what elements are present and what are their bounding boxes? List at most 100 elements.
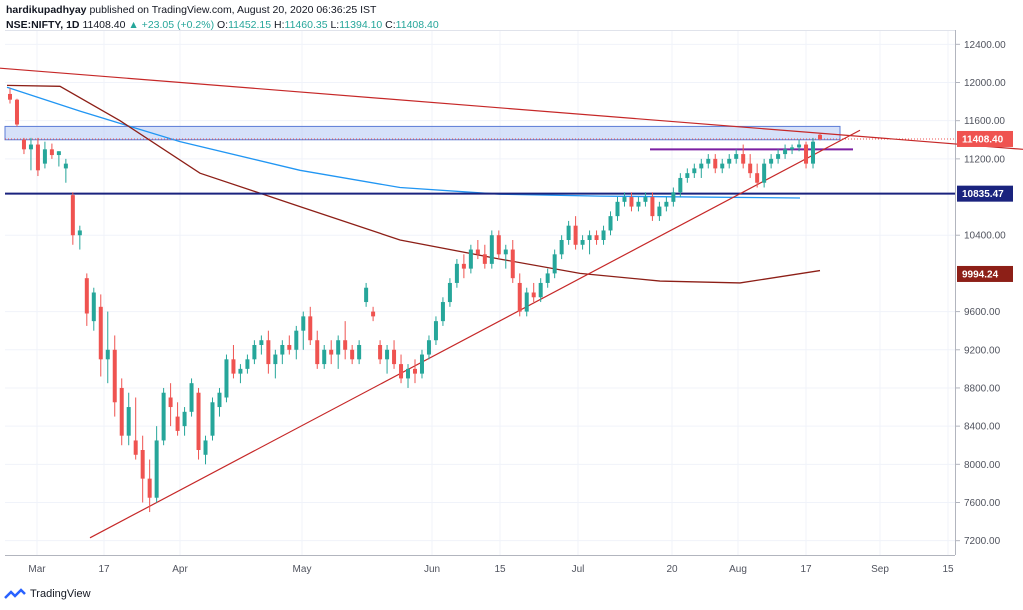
candle <box>517 273 522 317</box>
trend-line[interactable] <box>89 129 861 539</box>
candle-body <box>629 197 634 207</box>
y-tick-label: 8800.00 <box>964 383 1001 394</box>
y-tick-label: 9600.00 <box>964 307 1001 318</box>
candle-body <box>671 192 676 202</box>
horizontal-levels[interactable] <box>5 138 955 195</box>
candle <box>357 340 362 365</box>
candle <box>217 387 222 417</box>
zone-rect[interactable] <box>4 125 841 141</box>
candle <box>748 154 753 178</box>
candle <box>238 364 243 384</box>
candle-body <box>231 359 236 374</box>
candle <box>322 345 327 369</box>
candle-body <box>580 240 585 245</box>
x-tick-label: 15 <box>942 564 954 575</box>
candle-body <box>406 368 411 379</box>
author-name[interactable]: hardikupadhyay <box>6 4 87 16</box>
candle-body <box>189 383 194 412</box>
close-value: 11408.40 <box>395 19 439 31</box>
resistance-zone[interactable] <box>4 125 841 141</box>
chart-top-border <box>5 30 955 31</box>
candle <box>266 330 271 374</box>
candle <box>755 163 760 188</box>
candle <box>196 387 201 460</box>
candle-body <box>440 302 445 322</box>
candle-body <box>426 340 431 355</box>
candle-body <box>287 345 292 350</box>
candle-body <box>461 263 466 269</box>
x-tick-label: Mar <box>28 564 46 575</box>
candle-body <box>42 149 47 164</box>
candle <box>510 240 515 283</box>
candle <box>189 378 194 417</box>
x-tick-label: Sep <box>871 564 889 575</box>
candle-body <box>552 254 557 274</box>
candle-body <box>713 158 718 169</box>
candle <box>406 364 411 388</box>
candle <box>70 192 75 245</box>
candle <box>573 216 578 250</box>
candle-body <box>84 278 89 314</box>
candle <box>790 144 795 155</box>
candle-body <box>364 287 369 303</box>
candle <box>496 230 501 260</box>
candle-body <box>797 144 802 148</box>
candle <box>140 435 145 503</box>
candle-body <box>496 235 501 255</box>
high-label: H: <box>274 19 285 31</box>
candle-body <box>8 93 12 100</box>
high-value: 11460.35 <box>284 19 328 31</box>
candle-body <box>524 292 529 312</box>
candle-body <box>468 249 473 269</box>
candle <box>287 335 292 355</box>
candle <box>608 211 613 236</box>
price-change: ▲ +23.05 (+0.2%) <box>128 19 215 31</box>
candle-body <box>608 216 613 231</box>
candle-body <box>622 197 627 202</box>
candle-body <box>706 158 711 164</box>
candle-body <box>371 311 376 317</box>
y-tick-label: 11200.00 <box>964 154 1005 165</box>
candle <box>350 345 355 365</box>
candle-body <box>140 450 145 479</box>
close-label: C: <box>385 19 396 31</box>
trend-lines[interactable] <box>0 67 1023 539</box>
candle <box>587 230 592 255</box>
tradingview-branding[interactable]: TradingView <box>4 588 91 600</box>
price-tag: 10835.47 <box>957 185 1013 202</box>
tradingview-logo-icon <box>4 588 26 599</box>
candle-body <box>175 416 180 431</box>
publish-line: hardikupadhyay published on TradingView.… <box>6 3 439 18</box>
candle <box>294 325 299 360</box>
candle <box>762 158 767 188</box>
candle-body <box>601 230 606 240</box>
price-axis[interactable]: 12400.00 12000.00 11600.00 11200.00 10400.00… <box>955 40 1006 547</box>
candle <box>147 459 152 513</box>
candle <box>329 340 334 365</box>
candle-body <box>210 402 215 436</box>
candle-body <box>748 163 753 174</box>
candle <box>545 268 550 288</box>
candle-body <box>657 206 662 217</box>
candle <box>413 359 417 384</box>
candle-body <box>489 235 494 264</box>
candle-body <box>755 173 760 183</box>
publish-info: published on TradingView.com, August 20,… <box>89 4 377 16</box>
candle <box>161 387 166 446</box>
candle <box>119 378 124 446</box>
candle-body <box>343 340 348 350</box>
candle <box>594 230 599 245</box>
candle-body <box>392 349 397 365</box>
time-axis[interactable]: Mar 17 Apr May Jun 15 Jul 20 Aug 17 Sep 15 <box>28 564 954 575</box>
candle <box>84 273 89 326</box>
candle <box>8 88 12 104</box>
candle-body <box>56 151 61 156</box>
candle-body <box>399 364 404 379</box>
candle-body <box>650 197 655 217</box>
candle-body <box>559 240 564 255</box>
trend-line[interactable] <box>0 67 1023 150</box>
candle <box>580 235 585 250</box>
candle-body <box>678 177 683 193</box>
candle-body <box>315 340 320 365</box>
